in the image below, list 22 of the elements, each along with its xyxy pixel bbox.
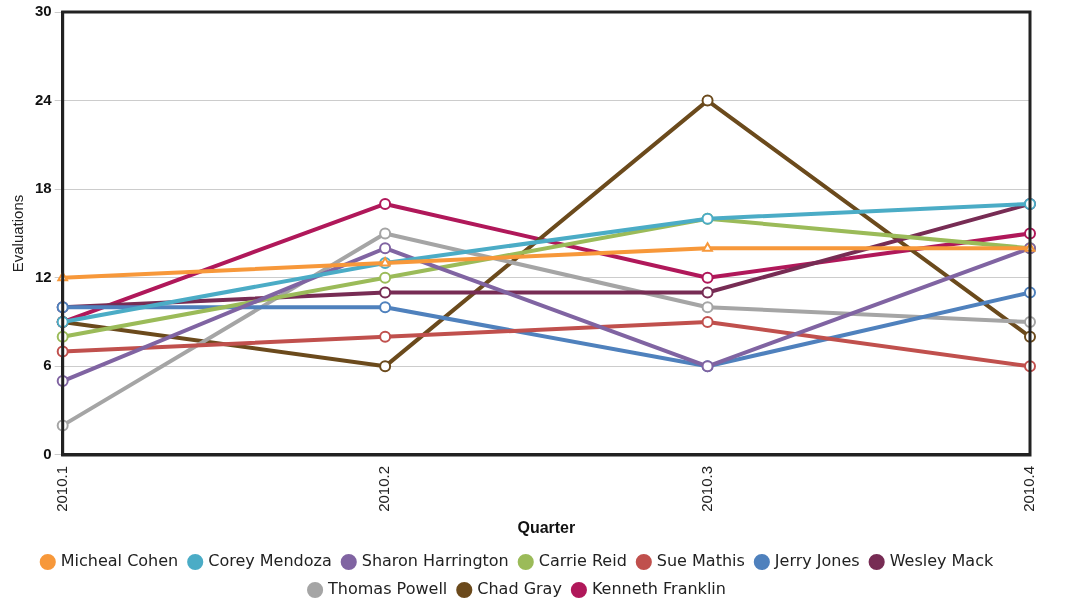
legend-label: Corey Mendoza — [208, 551, 332, 571]
x-tick-label: 2010.4 — [1020, 465, 1038, 512]
legend-label: Sue Mathis — [656, 551, 745, 571]
legend-label: Kenneth Franklin — [591, 579, 726, 599]
y-axis-title: Evaluations — [9, 194, 27, 273]
y-tick-label: 18 — [35, 179, 52, 197]
x-axis-title: Quarter — [517, 518, 576, 536]
legend-label: Wesley Mack — [889, 551, 994, 571]
legend-label: Jerry Jones — [773, 551, 860, 571]
y-tick-label: 0 — [43, 445, 52, 463]
legend-label: Chad Gray — [477, 579, 562, 599]
legend-label: Micheal Cohen — [60, 551, 179, 571]
x-tick-label: 2010.1 — [52, 465, 70, 512]
x-tick-label: 2010.3 — [697, 465, 715, 512]
x-tick-label: 2010.2 — [375, 465, 393, 512]
y-tick-label: 6 — [43, 356, 52, 374]
legend-label: Carrie Reid — [538, 551, 627, 571]
legend-label: Thomas Powell — [327, 579, 448, 599]
y-tick-label: 30 — [35, 2, 52, 20]
legend-label: Sharon Harrington — [361, 551, 509, 571]
y-tick-label: 24 — [35, 90, 53, 108]
y-tick-label: 12 — [35, 267, 52, 285]
